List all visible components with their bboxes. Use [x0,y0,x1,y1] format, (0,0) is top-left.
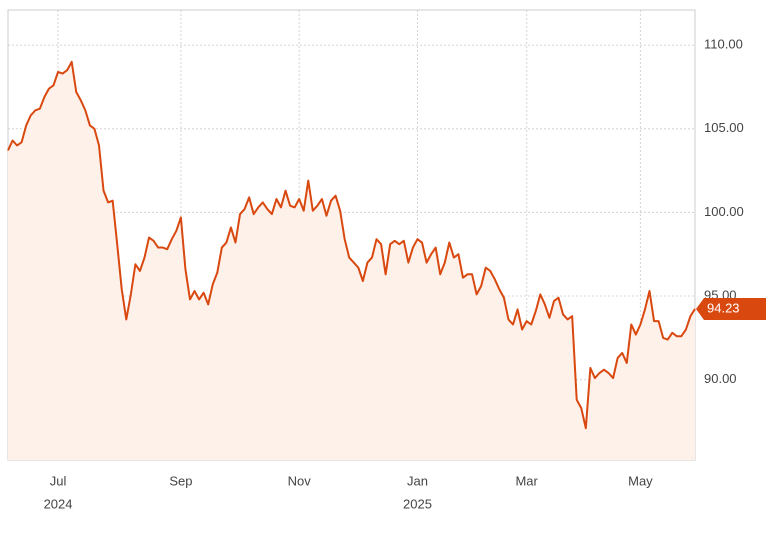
x-tick-label: Sep [169,473,192,488]
x-tick-label: Jul [50,473,67,488]
x-tick-label: May [628,473,653,488]
y-tick-label: 100.00 [704,204,744,219]
x-tick-label: Nov [288,473,312,488]
y-tick-label: 105.00 [704,120,744,135]
y-tick-label: 110.00 [704,37,743,52]
x-tick-label: Jan [407,473,428,488]
year-label: 2024 [44,496,73,511]
current-label: 94.23 [707,300,740,315]
year-label: 2025 [403,496,432,511]
x-tick-label: Mar [515,473,538,488]
y-tick-label: 90.00 [704,371,737,386]
current-badge [696,297,766,320]
price-line [7,60,696,430]
